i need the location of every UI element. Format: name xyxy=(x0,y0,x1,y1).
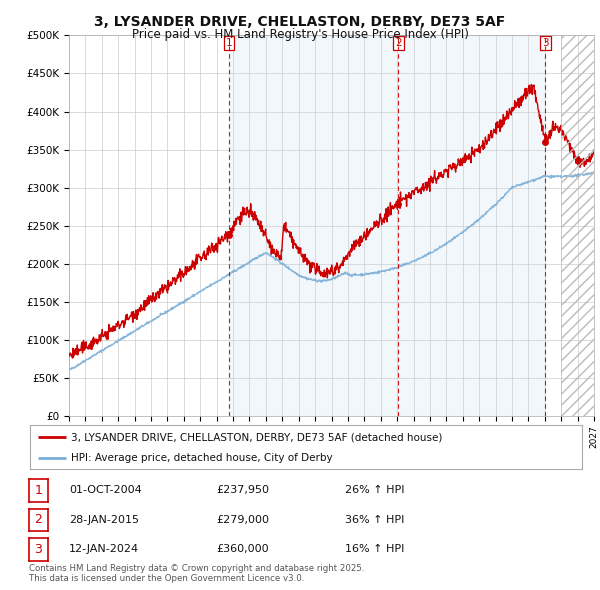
Text: 2: 2 xyxy=(34,513,43,526)
Text: £360,000: £360,000 xyxy=(216,545,269,554)
Text: 2: 2 xyxy=(395,38,402,48)
Text: Price paid vs. HM Land Registry's House Price Index (HPI): Price paid vs. HM Land Registry's House … xyxy=(131,28,469,41)
Text: Contains HM Land Registry data © Crown copyright and database right 2025.
This d: Contains HM Land Registry data © Crown c… xyxy=(29,563,364,583)
Bar xyxy=(229,35,545,416)
Text: 3: 3 xyxy=(542,38,549,48)
Text: 12-JAN-2024: 12-JAN-2024 xyxy=(69,545,139,554)
Text: 16% ↑ HPI: 16% ↑ HPI xyxy=(345,545,404,554)
Text: HPI: Average price, detached house, City of Derby: HPI: Average price, detached house, City… xyxy=(71,453,333,463)
Text: 1: 1 xyxy=(226,38,232,48)
Text: 26% ↑ HPI: 26% ↑ HPI xyxy=(345,486,404,495)
Text: 1: 1 xyxy=(34,484,43,497)
Text: 3: 3 xyxy=(34,543,43,556)
Text: 36% ↑ HPI: 36% ↑ HPI xyxy=(345,515,404,525)
Text: £279,000: £279,000 xyxy=(216,515,269,525)
Text: 3, LYSANDER DRIVE, CHELLASTON, DERBY, DE73 5AF (detached house): 3, LYSANDER DRIVE, CHELLASTON, DERBY, DE… xyxy=(71,432,443,442)
Text: 3, LYSANDER DRIVE, CHELLASTON, DERBY, DE73 5AF: 3, LYSANDER DRIVE, CHELLASTON, DERBY, DE… xyxy=(94,15,506,29)
Text: 28-JAN-2015: 28-JAN-2015 xyxy=(69,515,139,525)
Text: 01-OCT-2004: 01-OCT-2004 xyxy=(69,486,142,495)
Text: £237,950: £237,950 xyxy=(216,486,269,495)
